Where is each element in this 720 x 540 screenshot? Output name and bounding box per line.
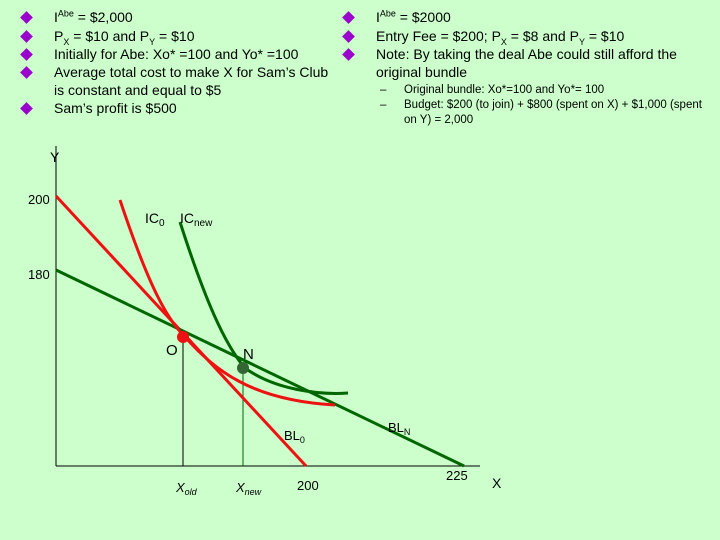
- x-tick-200: 200: [297, 478, 319, 493]
- x-new-label: Xnew: [235, 480, 262, 497]
- right-bullet-note: Note: By taking the deal Abe could still…: [340, 45, 710, 81]
- bl0-label: BL0: [284, 428, 305, 445]
- dash-bullet-icon: –: [380, 99, 387, 111]
- left-bullet-panel: IAbe = $2,000 PX = $10 and PY = $10 Init…: [18, 8, 338, 117]
- indifference-curve-icnew: [178, 221, 349, 395]
- x-tick-225: 225: [446, 468, 468, 483]
- point-n-label: N: [243, 346, 254, 363]
- y-tick-200: 200: [28, 192, 50, 207]
- left-bullet-average-cost: Average total cost to make X for Sam’s C…: [18, 63, 338, 99]
- ic0-label: IC0: [145, 210, 165, 229]
- dash-bullet-icon: –: [380, 84, 387, 96]
- x-axis-label: X: [492, 475, 502, 491]
- left-bullet-prices: PX = $10 and PY = $10: [18, 27, 338, 46]
- right-sub-bullet-budget: – Budget: $200 (to join) + $800 (spent o…: [380, 99, 702, 126]
- point-o-label: O: [166, 342, 178, 359]
- indifference-curve-ic0: [118, 199, 336, 407]
- left-bullet-list: IAbe = $2,000 PX = $10 and PY = $10 Init…: [18, 8, 338, 117]
- left-bullet-income: IAbe = $2,000: [18, 8, 338, 26]
- point-n-marker: [237, 362, 249, 374]
- right-bullet-panel: IAbe = $2000 Entry Fee = $200; PX = $8 a…: [340, 8, 710, 128]
- icnew-label: ICnew: [180, 210, 213, 229]
- budget-line-bln: [55, 268, 465, 468]
- y-tick-180: 180: [28, 267, 50, 282]
- left-bullet-initial-bundle: Initially for Abe: Xo* =100 and Yo* =100: [18, 45, 338, 63]
- point-o-marker: [177, 331, 189, 343]
- left-bullet-profit: Sam’s profit is $500: [18, 99, 338, 117]
- right-bullet-entry-fee: Entry Fee = $200; PX = $8 and PY = $10: [340, 27, 710, 46]
- right-bullet-income: IAbe = $2000: [340, 8, 710, 26]
- right-sub-bullet-list: – Original bundle: Xo*=100 and Yo*= 100 …: [340, 83, 710, 128]
- y-axis-label: Y: [50, 149, 60, 165]
- right-bullet-list: IAbe = $2000 Entry Fee = $200; PX = $8 a…: [340, 8, 710, 81]
- bln-label: BLN: [388, 420, 410, 437]
- right-sub-bullet-original: – Original bundle: Xo*=100 and Yo*= 100: [380, 84, 605, 96]
- x-old-label: Xold: [175, 480, 198, 497]
